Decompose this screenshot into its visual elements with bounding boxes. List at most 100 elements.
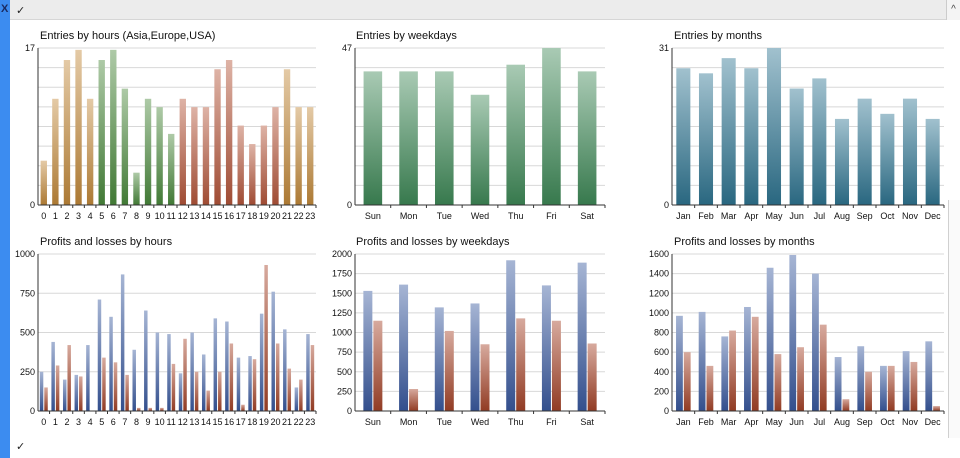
entries-hours-xtick-label: 13 <box>189 211 199 221</box>
entries-hours-xtick-label: 16 <box>224 211 234 221</box>
entries-hours-xtick-label: 8 <box>134 211 139 221</box>
pl-hours-bar-loss <box>299 379 303 411</box>
pl-weekdays-ytick-label: 1000 <box>332 328 352 338</box>
entries-weekdays-xtick-label: Tue <box>437 211 452 221</box>
pl-hours-xtick-label: 23 <box>305 417 315 427</box>
entries-months-ytick-label: 0 <box>664 200 669 210</box>
pl-hours-bar-loss <box>67 345 71 411</box>
close-icon[interactable]: X <box>1 3 9 15</box>
pl-hours-bar-profit <box>109 316 113 411</box>
pl-months-xtick-label: Oct <box>880 417 895 427</box>
pl-hours-bar-profit <box>62 379 67 411</box>
pl-weekdays-ytick-label: 2000 <box>332 249 352 259</box>
pl-months-ytick-label: 1000 <box>649 308 669 318</box>
pl-months-title: Profits and losses by months <box>674 236 815 248</box>
pl-months-ytick-label: 0 <box>664 406 669 416</box>
pl-months-ytick-label: 600 <box>654 347 669 357</box>
entries-months-xtick-label: Jun <box>789 211 804 221</box>
pl-hours-bar-profit <box>120 274 125 411</box>
pl-hours-ytick-label: 1000 <box>15 249 35 259</box>
pl-months-bar-loss <box>819 324 827 411</box>
entries-hours-bar <box>156 107 163 205</box>
check-icon-top[interactable]: ✓ <box>16 5 26 17</box>
pl-hours-bar-loss <box>136 407 141 411</box>
pl-months-xtick-label: Aug <box>834 417 850 427</box>
pl-weekdays-bar-profit <box>506 260 516 411</box>
pl-months-bar-profit <box>721 336 729 411</box>
entries-weekdays-bar <box>363 71 383 205</box>
entries-hours-bar <box>144 98 152 205</box>
pl-weekdays-xtick-label: Sun <box>365 417 381 427</box>
entries-hours-xtick-label: 20 <box>270 211 280 221</box>
entries-hours-ytick-label: 0 <box>30 200 35 210</box>
entries-hours-xtick-label: 1 <box>53 211 58 221</box>
pl-hours-bar-loss <box>125 374 129 411</box>
pl-hours-bar-profit <box>86 345 90 411</box>
pl-months-ytick-label: 1400 <box>649 269 669 279</box>
entries-hours-xtick-label: 21 <box>282 211 292 221</box>
entries-hours-bar <box>63 60 71 205</box>
pl-weekdays-xtick-label: Mon <box>400 417 418 427</box>
entries-hours-bar <box>121 88 129 205</box>
pl-hours-bar-loss <box>287 368 292 411</box>
pl-hours-bar-profit <box>225 321 229 411</box>
pl-hours-ytick-label: 0 <box>30 406 35 416</box>
pl-hours-bar-loss <box>79 376 83 411</box>
pl-hours-xtick-label: 20 <box>270 417 280 427</box>
entries-hours-xtick-label: 11 <box>167 211 176 221</box>
entries-hours-bar <box>295 107 302 205</box>
pl-hours-ytick-label: 750 <box>20 288 35 298</box>
pl-months-bar-profit <box>766 267 774 411</box>
pl-hours-title: Profits and losses by hours <box>40 236 173 248</box>
pl-hours-ytick-label: 250 <box>20 367 35 377</box>
pl-hours-bar-loss <box>252 359 257 411</box>
entries-hours-bar <box>260 125 268 205</box>
entries-months-bar <box>721 58 736 206</box>
pl-months-ytick-label: 800 <box>654 328 669 338</box>
entries-hours-xtick-label: 7 <box>122 211 127 221</box>
pl-hours-xtick-label: 13 <box>189 417 199 427</box>
entries-months-xtick-label: Apr <box>744 211 758 221</box>
entries-hours-xtick-label: 10 <box>155 211 165 221</box>
pl-weekdays-ytick-label: 0 <box>347 406 352 416</box>
entries-weekdays-xtick-label: Wed <box>471 211 489 221</box>
pl-months-bar-loss <box>683 352 691 411</box>
pl-months-ytick-label: 1600 <box>649 249 669 259</box>
entries-hours-xtick-label: 9 <box>146 211 151 221</box>
pl-months-ytick-label: 400 <box>654 367 669 377</box>
entries-hours-xtick-label: 0 <box>41 211 46 221</box>
pl-weekdays-ytick-label: 250 <box>337 386 352 396</box>
pl-hours-xtick-label: 12 <box>178 417 188 427</box>
collapse-icon[interactable]: ^ <box>946 0 960 20</box>
pl-hours-xtick-label: 9 <box>146 417 151 427</box>
pl-months-bar-profit <box>880 365 887 411</box>
entries-hours-xtick-label: 4 <box>88 211 93 221</box>
entries-months-xtick-label: May <box>765 211 783 221</box>
entries-months-xtick-label: Sep <box>857 211 873 221</box>
entries-weekdays-xtick-label: Thu <box>508 211 524 221</box>
pl-weekdays-bar-profit <box>363 290 373 411</box>
entries-hours-bar <box>191 107 198 205</box>
pl-months-bar-loss <box>865 371 872 411</box>
pl-hours-bar-profit <box>259 313 264 411</box>
pl-months-xtick-label: Feb <box>698 417 714 427</box>
pl-months-bar-profit <box>857 346 865 411</box>
pl-hours-bar-profit <box>155 332 160 411</box>
pl-months-bar-profit <box>698 311 706 411</box>
check-icon-bottom[interactable]: ✓ <box>16 441 26 453</box>
entries-weekdays-xtick-label: Sat <box>580 211 594 221</box>
pl-hours-xtick-label: 1 <box>53 417 58 427</box>
entries-weekdays-title: Entries by weekdays <box>356 30 457 42</box>
entries-hours-bar <box>179 98 186 205</box>
pl-months-bar-loss <box>797 347 804 411</box>
vertical-scrollbar[interactable] <box>948 200 960 438</box>
pl-months-bar-loss <box>774 354 782 411</box>
pl-hours-bar-profit <box>213 318 218 411</box>
pl-months-bar-profit <box>925 341 933 411</box>
pl-hours-bar-profit <box>294 387 299 411</box>
pl-hours-bar-loss <box>264 264 268 411</box>
pl-weekdays-bar-loss <box>587 343 597 411</box>
pl-hours-xtick-label: 21 <box>282 417 292 427</box>
pl-hours-xtick-label: 10 <box>155 417 165 427</box>
